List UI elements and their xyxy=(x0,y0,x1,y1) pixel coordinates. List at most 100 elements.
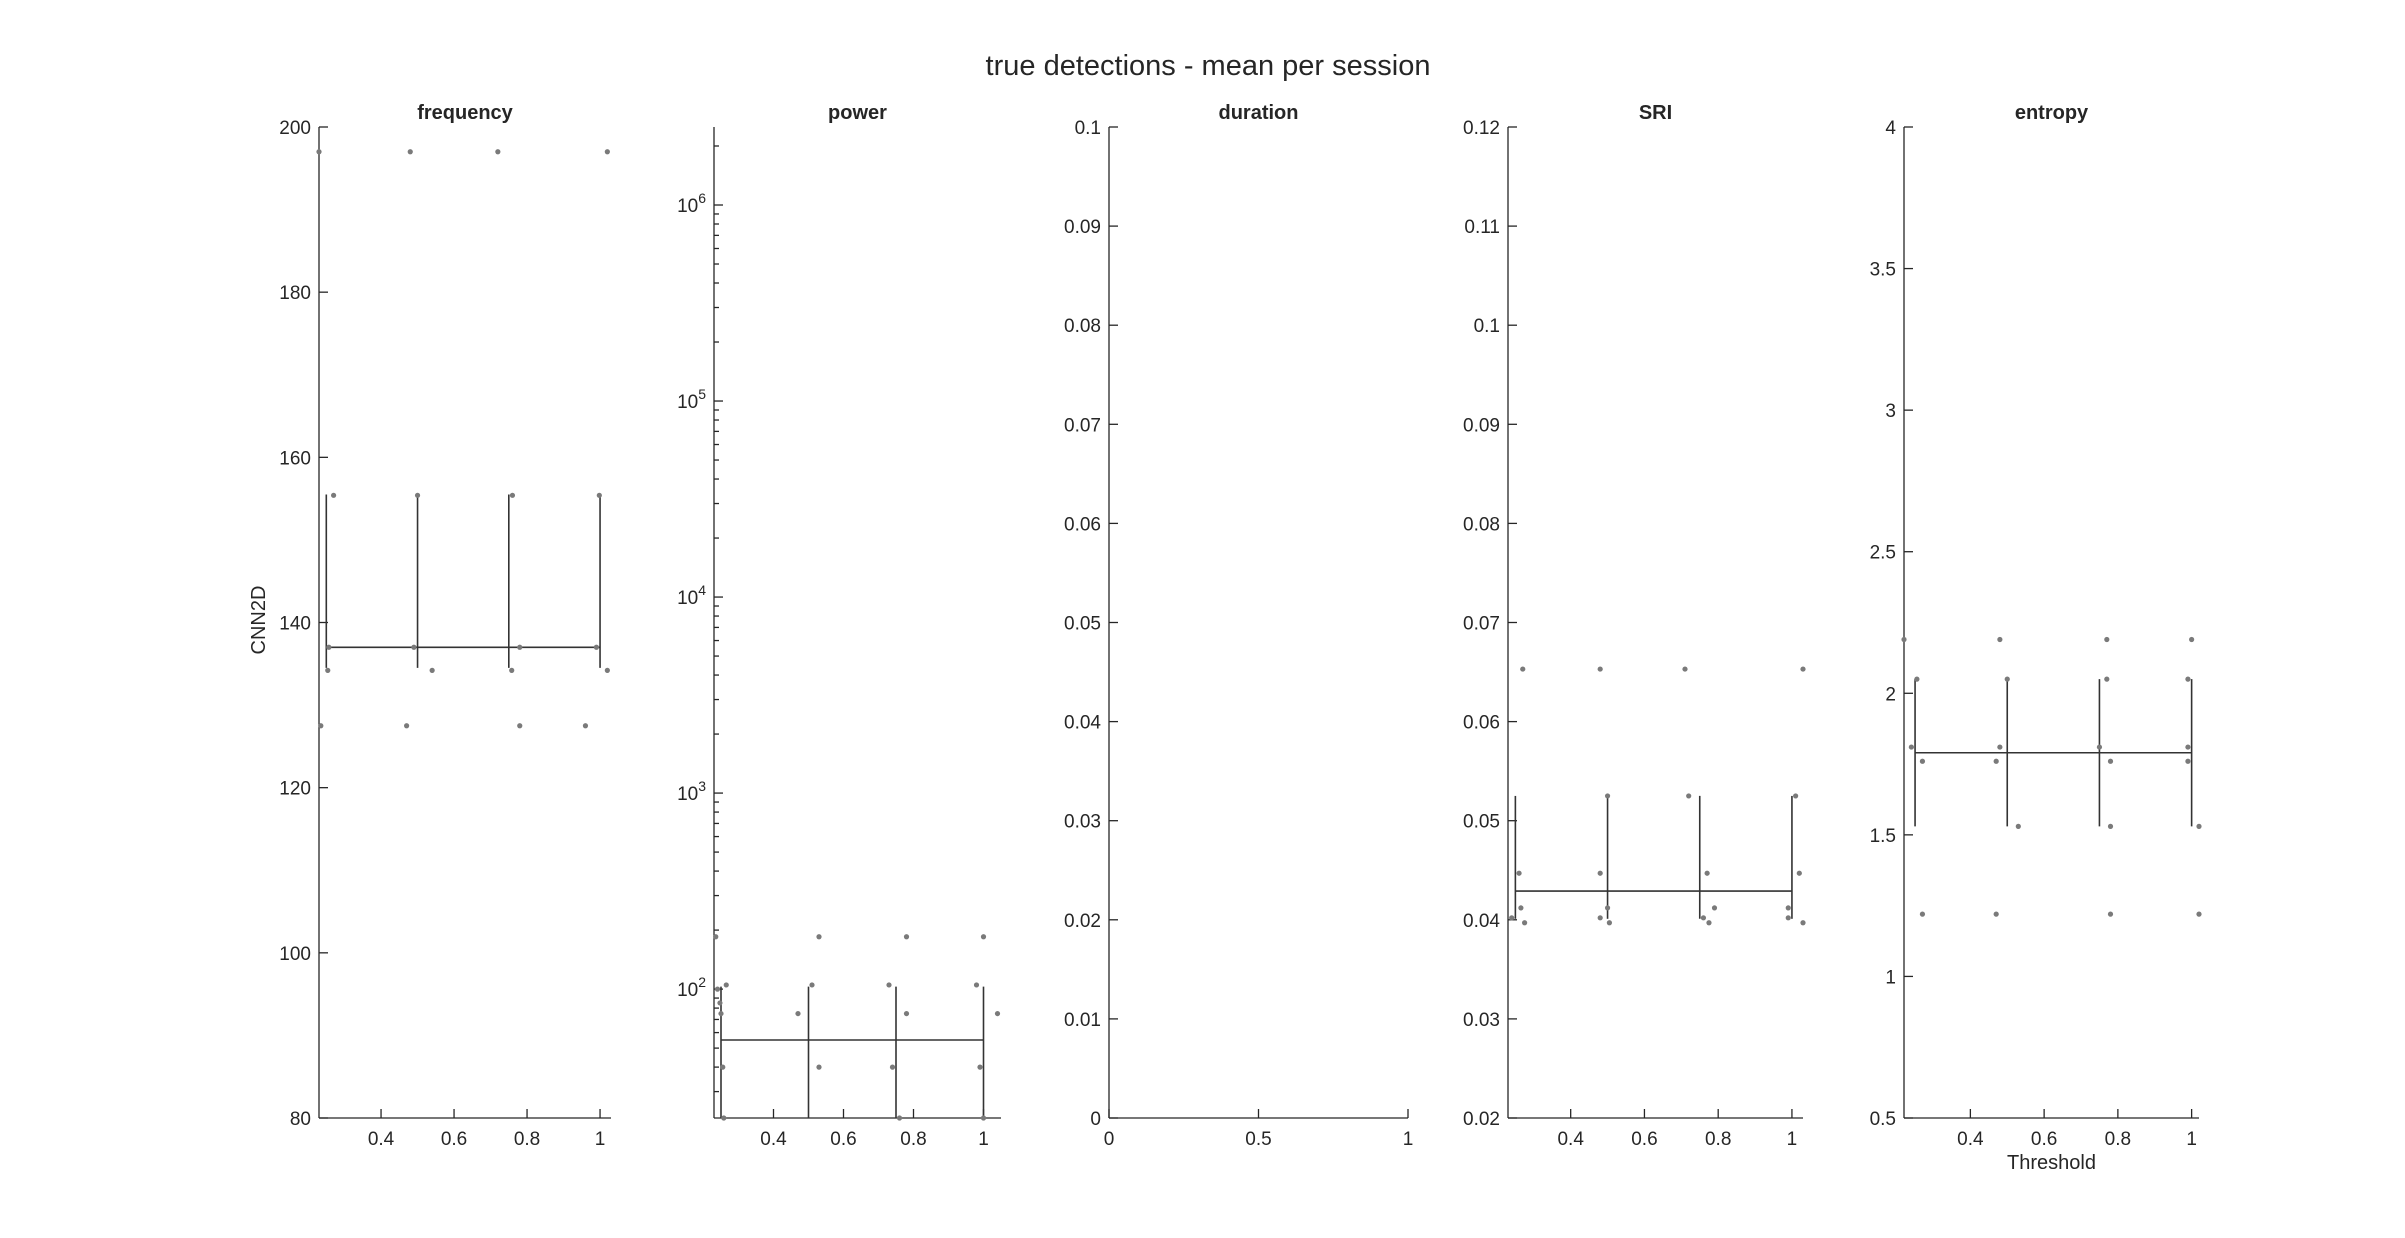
subplot-title: duration xyxy=(1219,102,1299,124)
data-point xyxy=(1520,666,1526,672)
data-point xyxy=(2189,636,2195,643)
y-tick-label: 0.09 xyxy=(1064,217,1101,238)
data-point xyxy=(316,149,322,155)
x-tick-label: 0.8 xyxy=(2105,1129,2131,1150)
data-point xyxy=(2185,676,2191,682)
y-tick-label: 0.03 xyxy=(1064,812,1101,833)
data-point xyxy=(721,1115,727,1121)
data-point xyxy=(718,1010,724,1017)
y-tick-label: 140 xyxy=(279,614,311,635)
data-point xyxy=(717,1000,723,1006)
data-point xyxy=(2107,758,2114,764)
subplot-power: power 102 103 104 105 106 0.4 0.6 0.8 1 xyxy=(677,102,1001,1150)
y-tick-label: 0.03 xyxy=(1463,1010,1500,1031)
data-point xyxy=(977,1064,983,1070)
data-point xyxy=(1908,744,1914,750)
data-point xyxy=(1604,793,1611,799)
subplot-title: frequency xyxy=(417,102,513,124)
data-point xyxy=(1914,676,1920,682)
y-tick-label: 0.06 xyxy=(1463,713,1500,734)
data-point xyxy=(1606,920,1613,926)
data-point xyxy=(404,723,410,729)
y-tick-label: 104 xyxy=(677,582,706,609)
data-point xyxy=(2196,911,2202,917)
data-point xyxy=(604,149,610,155)
y-tick-label: 0.1 xyxy=(1075,118,1101,139)
data-point xyxy=(1518,905,1524,911)
data-point xyxy=(604,667,610,673)
x-tick-label: 0.8 xyxy=(900,1129,926,1150)
x-tick-label: 0.6 xyxy=(1631,1129,1657,1150)
x-tick-label: 0.5 xyxy=(1245,1129,1271,1150)
x-tick-label: 1 xyxy=(1787,1129,1798,1150)
data-point xyxy=(1796,870,1802,876)
data-point xyxy=(1706,920,1712,926)
y-tick-label: 105 xyxy=(677,386,706,413)
data-point xyxy=(1597,870,1603,876)
data-point xyxy=(1521,920,1528,926)
data-point xyxy=(1997,744,2003,750)
data-point xyxy=(994,1010,1001,1017)
data-point xyxy=(1919,758,1926,764)
y-tick-label: 2 xyxy=(1885,684,1896,705)
x-tick-label: 1 xyxy=(595,1129,606,1150)
data-point xyxy=(596,492,602,498)
data-point xyxy=(509,492,516,498)
data-point xyxy=(1993,758,1999,764)
subplot-entropy: entropy 0.5 1 1.5 2 2.5 3 3.5 4 0.4 0.6 0.8 1 Thresho… xyxy=(1870,102,2202,1174)
x-tick-label: 0.8 xyxy=(514,1129,540,1150)
data-point xyxy=(1919,911,1926,917)
y-tick-label: 0.04 xyxy=(1463,911,1500,932)
x-tick-label: 0 xyxy=(1104,1129,1115,1150)
data-point xyxy=(2104,676,2110,682)
y-tick-label: 0.07 xyxy=(1463,614,1500,635)
y-tick-label: 0.12 xyxy=(1463,118,1500,139)
data-point xyxy=(1800,666,1806,672)
data-point xyxy=(2104,636,2110,643)
data-point xyxy=(429,667,435,673)
data-point xyxy=(509,667,515,673)
y-tick-label: 0.07 xyxy=(1064,415,1101,436)
y-tick-label: 4 xyxy=(1885,118,1896,139)
data-point xyxy=(2096,744,2103,750)
y-tick-label: 0.1 xyxy=(1474,316,1500,337)
y-tick-label: 0.5 xyxy=(1870,1109,1896,1130)
data-point xyxy=(407,149,413,155)
data-point xyxy=(2107,911,2114,917)
y-tick-label: 1.5 xyxy=(1870,826,1896,847)
figure-title: true detections - mean per session xyxy=(986,50,1431,82)
y-tick-label: 0.05 xyxy=(1463,812,1500,833)
y-tick-label: 3 xyxy=(1885,401,1896,422)
data-point xyxy=(2196,823,2202,829)
y-tick-label: 0.05 xyxy=(1064,614,1101,635)
subplot-title: entropy xyxy=(2015,102,2089,124)
x-tick-label: 0.6 xyxy=(441,1129,467,1150)
data-point xyxy=(2107,823,2114,829)
x-tick-label: 1 xyxy=(978,1129,989,1150)
data-point xyxy=(2185,744,2191,750)
y-tick-label: 103 xyxy=(677,778,706,805)
data-point xyxy=(713,934,719,940)
data-point xyxy=(318,723,324,729)
data-point xyxy=(1597,915,1603,921)
y-tick-label: 160 xyxy=(279,448,311,469)
y-tick-label: 0.08 xyxy=(1463,514,1500,535)
data-point xyxy=(809,982,815,988)
data-point xyxy=(517,723,523,729)
data-point xyxy=(414,492,421,498)
y-tick-label: 1 xyxy=(1885,967,1896,988)
x-tick-label: 0.4 xyxy=(760,1129,787,1150)
x-tick-label: 0.8 xyxy=(1705,1129,1731,1150)
data-point xyxy=(1901,636,1907,643)
data-point xyxy=(1993,911,1999,917)
data-point xyxy=(889,1064,896,1070)
data-point xyxy=(816,1064,822,1070)
data-point xyxy=(1516,870,1522,876)
data-point xyxy=(723,982,729,988)
y-tick-label: 200 xyxy=(279,118,311,139)
data-point xyxy=(593,644,600,650)
data-point xyxy=(517,644,523,650)
y-tick-label: 0.11 xyxy=(1464,217,1500,238)
